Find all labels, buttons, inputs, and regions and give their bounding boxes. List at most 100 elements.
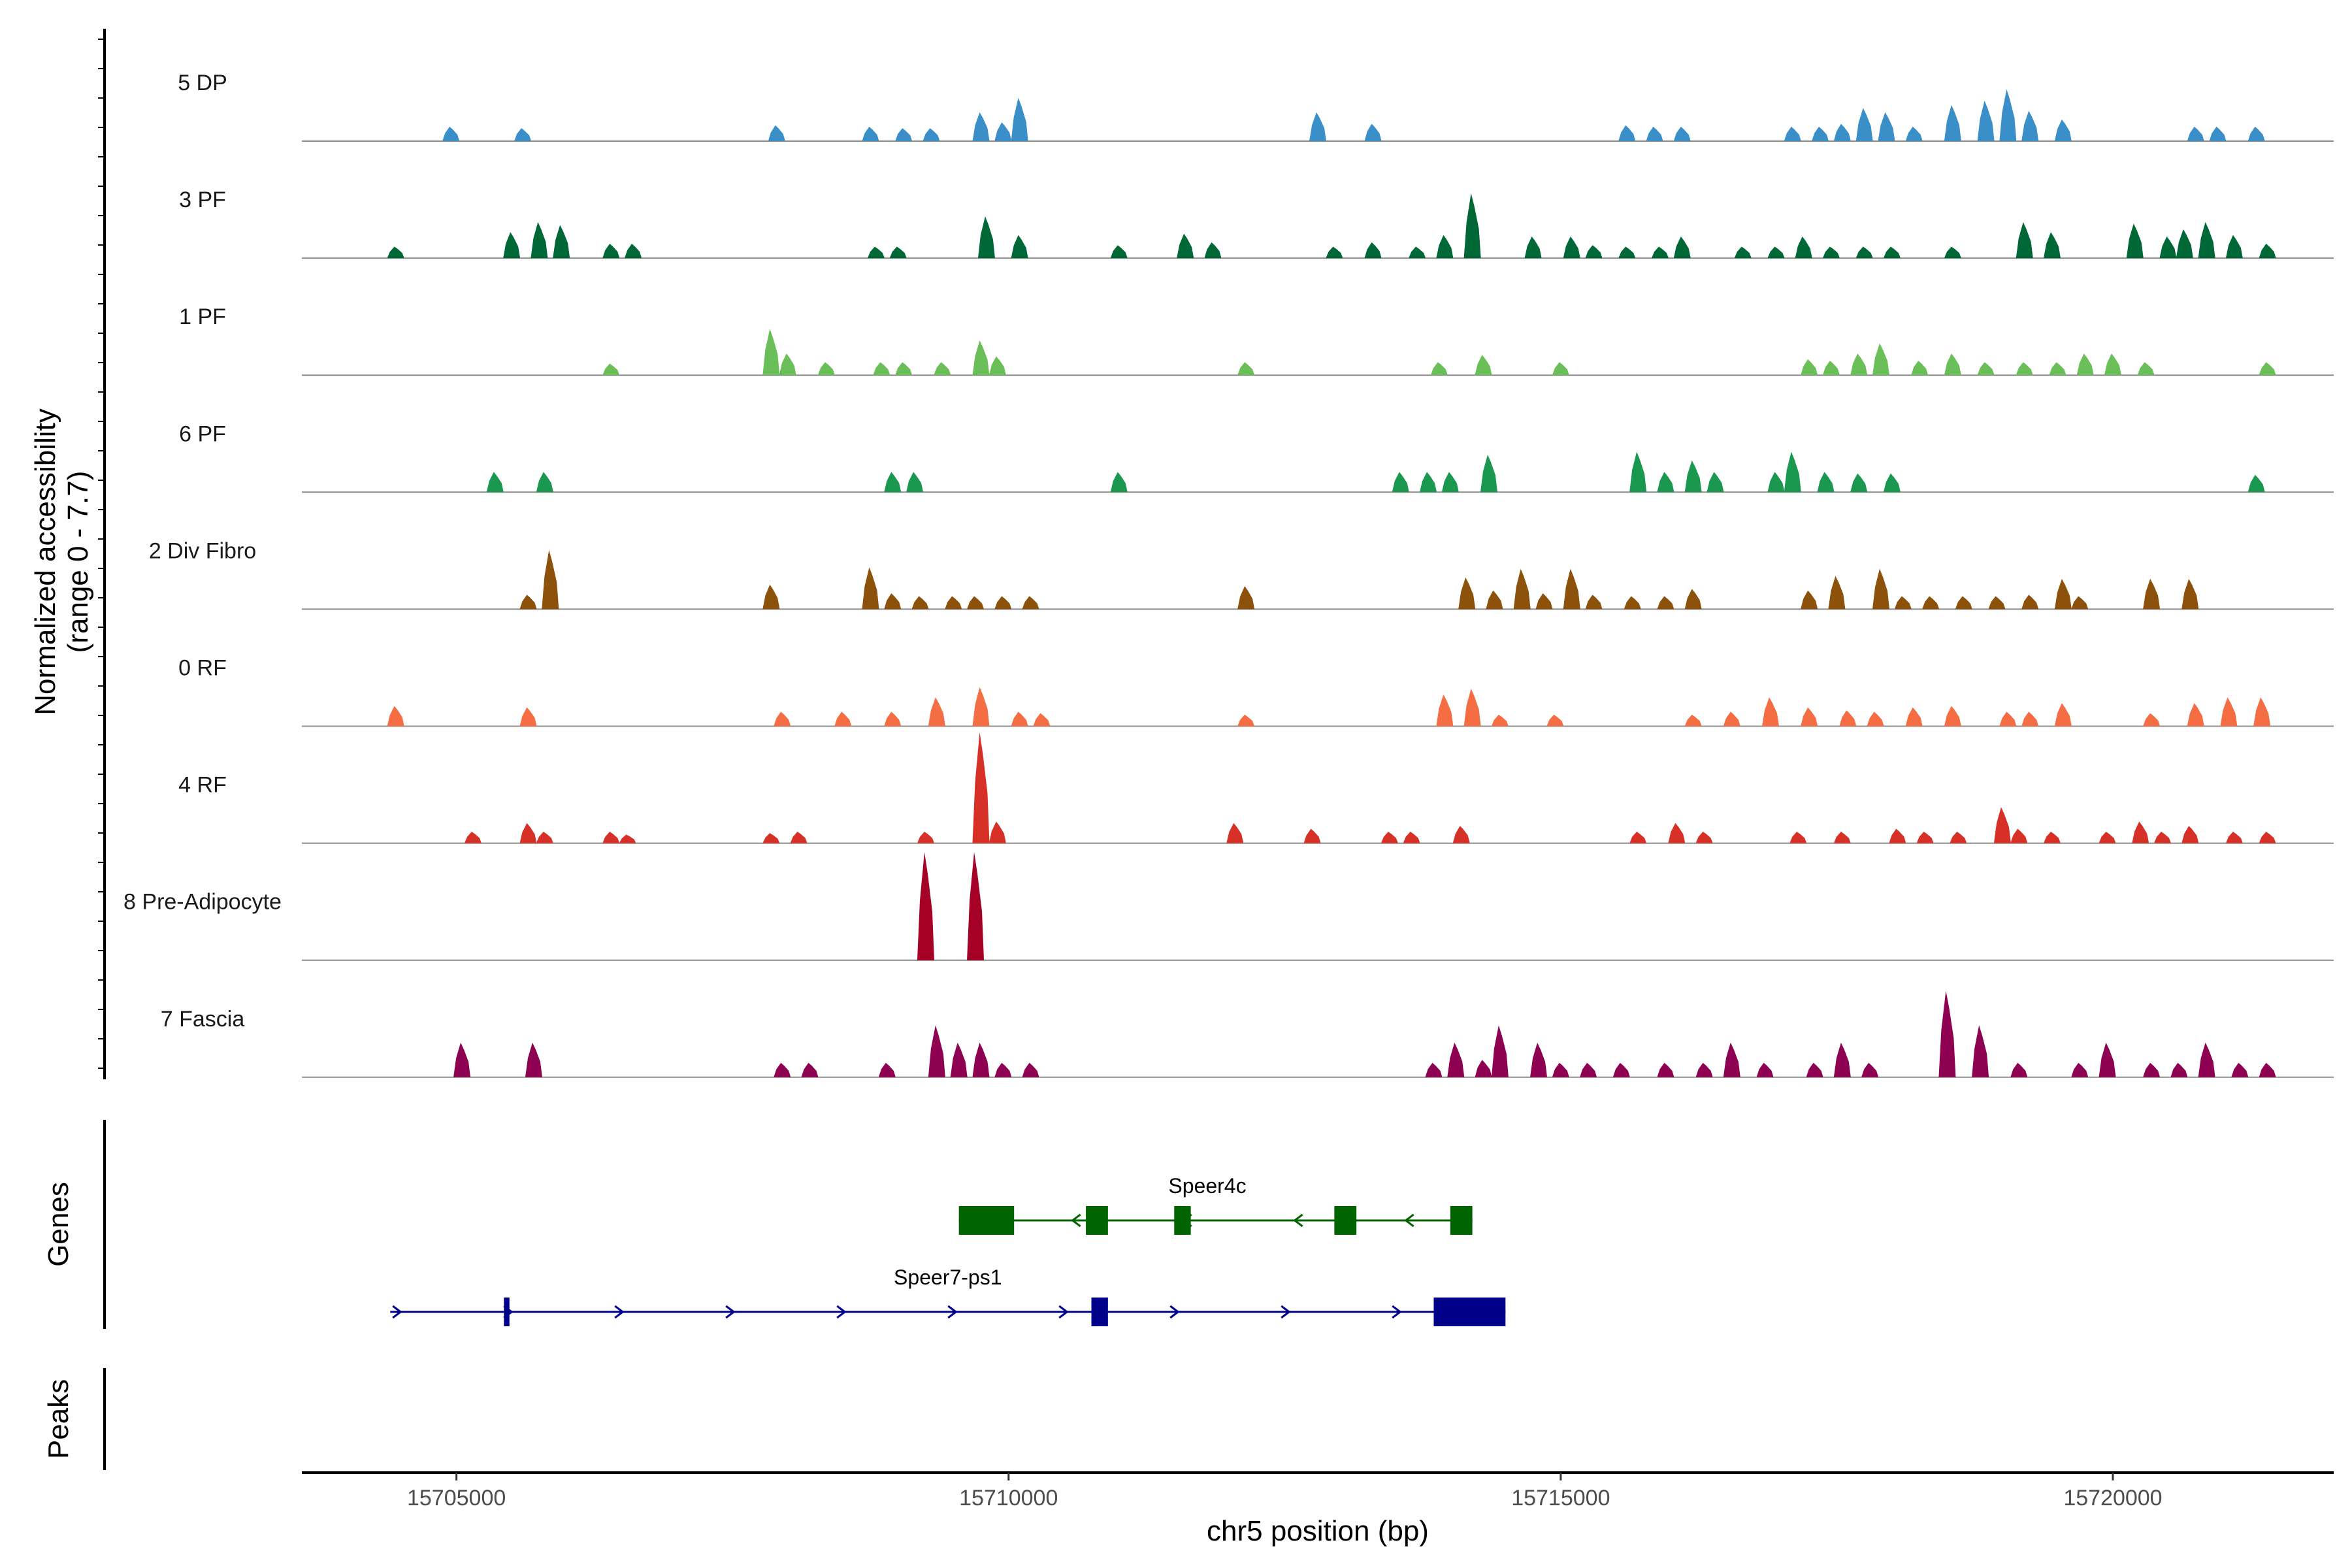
gene-exon [1450,1206,1473,1235]
coverage-peak [977,216,995,259]
track-label-6-pf: 6 PF [179,421,226,446]
coverage-peak [1447,1042,1465,1077]
coverage-peak [1226,823,1244,843]
coverage-peak [1585,245,1603,259]
coverage-peak [1806,1062,1823,1077]
gene-exon [958,1206,1015,1235]
coverage-peak [519,595,537,610]
coverage-peak [2220,697,2238,727]
coverage-peak [1784,451,1801,493]
coverage-peak [2104,353,2121,376]
coverage-peak [950,1042,968,1077]
coverage-peak [2016,362,2033,376]
coverage-peak [2259,362,2276,376]
coverage-peak [553,225,570,259]
track-7-fascia: 7 Fascia [161,990,2334,1078]
coverage-peak [1723,1042,1740,1077]
coverage-peak [895,128,913,141]
coverage-peak [1673,236,1691,259]
coverage-peak [2209,126,2227,141]
strand-arrow [836,1305,847,1319]
coverage-peak [1723,711,1740,727]
coverage-peak [1475,1060,1492,1077]
coverage-peak [2225,235,2243,259]
coverage-peak [2259,831,2276,843]
coverage-peak [1855,246,1873,259]
coverage-peak [486,472,504,493]
coverage-peak [619,834,636,843]
coverage-peak [1546,714,1564,727]
coverage-peak [1822,246,1840,259]
track-0-rf: 0 RF [178,656,2334,727]
coverage-peak [1789,831,1807,843]
track-label-7-fascia: 7 Fascia [161,1007,245,1032]
x-tick-label: 15720000 [2063,1486,2162,1511]
coverage-peak [2259,244,2276,259]
coverage-peak [1988,596,2006,610]
coverage-peak [994,596,1012,610]
coverage-peak [2143,713,2161,727]
coverage-peak [2054,119,2072,141]
coverage-peak [1801,359,1818,376]
coverage-peak [1833,1042,1851,1077]
coverage-peak [2021,110,2039,141]
coverage-peak [2181,826,2199,843]
coverage-peak [1833,123,1851,141]
coverage-peak [884,593,902,610]
coverage-peak [1801,707,1818,727]
coverage-peak [1944,105,1961,141]
gene-exon [504,1298,510,1326]
track-label-4-rf: 4 RF [178,773,227,798]
x-tick-label: 15705000 [407,1486,506,1511]
coverage-peak [1657,1062,1674,1077]
coverage-peak [1364,242,1382,259]
coverage-peak [1475,355,1492,376]
coverage-peak [1767,246,1785,259]
coverage-peak [1938,990,1956,1077]
coverage-peak [1022,1062,1039,1077]
genes-panel-label: Genes [42,1182,74,1267]
track-1-pf: 1 PF [179,304,2334,376]
coverage-peak [945,596,962,610]
coverage-peak [1563,236,1580,259]
coverage-peak [1303,828,1321,843]
coverage-peak [1707,472,1724,493]
coverage-peak [2021,595,2039,610]
coverage-peak [1486,590,1503,610]
strand-arrow [392,1305,402,1319]
coverage-peak [1580,1062,1597,1077]
coverage-peak [906,472,924,493]
coverage-peak [884,472,902,493]
y-axis-title: Normalized accessibility (range 0 - 7.7) [29,408,94,715]
coverage-peak [442,126,460,141]
coverage-peak [1955,596,1972,610]
y-axis-title-line1: Normalized accessibility [29,408,61,715]
coverage-peak [1756,1062,1774,1077]
gene-exon [1174,1206,1191,1235]
coverage-peak [1850,353,1868,376]
coverage-peak [884,711,902,727]
coverage-peak [2231,1062,2249,1077]
coverage-peak [1801,590,1818,610]
coverage-peak [2143,1062,2161,1077]
coverage-peak [1734,246,1752,259]
coverage-peak [2154,831,2172,843]
x-axis-title: chr5 position (bp) [1207,1515,1429,1547]
coverage-peak [1817,472,1835,493]
coverage-peak [1839,710,1857,727]
coverage-peak [1684,460,1702,493]
coverage-peak [928,1025,945,1077]
gene-exon [1091,1298,1108,1326]
track-5-dp: 5 DP [178,71,2334,142]
coverage-peak [1458,577,1476,610]
strand-arrow [1293,1213,1303,1228]
coverage-peak [2198,1042,2215,1077]
coverage-peak [1861,1062,1879,1077]
coverage-peak [1668,823,1686,843]
coverage-peak [2043,831,2061,843]
coverage-peak [1452,826,1470,843]
coverage-peak [1646,126,1663,141]
coverage-peak [1530,1042,1548,1077]
coverage-peak [2021,711,2039,727]
coverage-peak [1922,596,1940,610]
